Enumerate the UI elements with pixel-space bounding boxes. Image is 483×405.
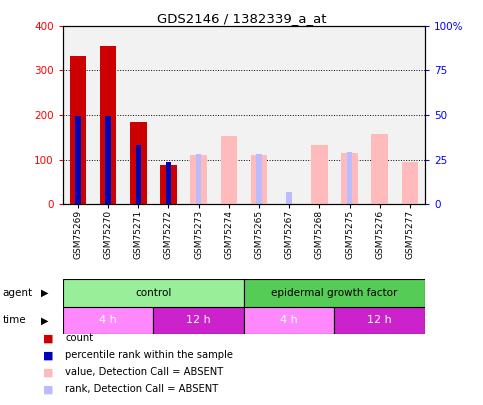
Text: percentile rank within the sample: percentile rank within the sample (65, 350, 233, 360)
Text: ■: ■ (43, 350, 54, 360)
Text: epidermal growth factor: epidermal growth factor (271, 288, 398, 298)
Text: 4 h: 4 h (99, 315, 117, 325)
Bar (154, 307, 244, 334)
Bar (166, 162, 171, 204)
Bar (221, 136, 237, 204)
Text: value, Detection Call = ABSENT: value, Detection Call = ABSENT (65, 367, 224, 377)
Text: 4 h: 4 h (280, 315, 298, 325)
Bar (371, 134, 388, 204)
Text: ■: ■ (43, 333, 54, 343)
Text: control: control (135, 288, 171, 298)
Bar (311, 145, 327, 204)
Bar (63, 279, 244, 307)
Bar (347, 151, 352, 204)
Text: 12 h: 12 h (368, 315, 392, 325)
Text: 12 h: 12 h (186, 315, 211, 325)
Bar (286, 192, 292, 204)
Bar (136, 145, 141, 204)
Bar (63, 307, 154, 334)
Bar (105, 116, 111, 204)
Text: time: time (2, 315, 26, 325)
Bar (341, 153, 358, 204)
Bar (75, 116, 81, 204)
Text: ■: ■ (43, 384, 54, 394)
Bar (190, 155, 207, 204)
Text: ■: ■ (43, 367, 54, 377)
Text: rank, Detection Call = ABSENT: rank, Detection Call = ABSENT (65, 384, 218, 394)
Text: GDS2146 / 1382339_a_at: GDS2146 / 1382339_a_at (157, 12, 326, 25)
Bar (70, 56, 86, 204)
Bar (160, 165, 177, 204)
Bar (130, 122, 146, 204)
Text: ▶: ▶ (41, 315, 49, 325)
Bar (196, 154, 201, 204)
Bar (251, 155, 267, 204)
Bar (244, 307, 334, 334)
Bar (256, 154, 262, 204)
Bar (244, 279, 425, 307)
Bar (100, 46, 116, 204)
Bar (402, 162, 418, 204)
Bar (335, 307, 425, 334)
Text: agent: agent (2, 288, 32, 298)
Text: count: count (65, 333, 93, 343)
Text: ▶: ▶ (41, 288, 49, 298)
